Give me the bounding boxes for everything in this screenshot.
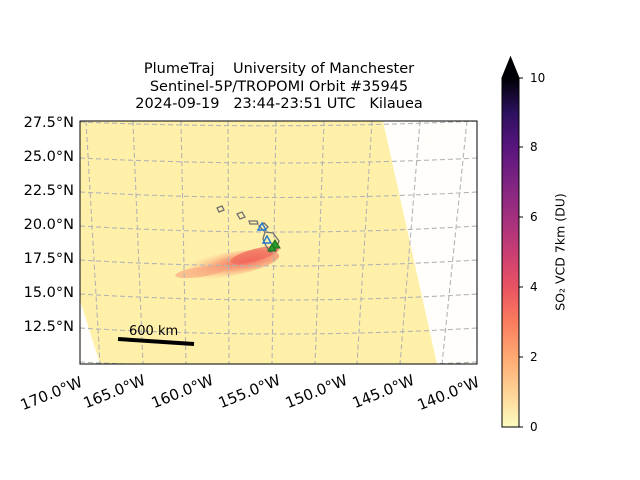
scale-bar-label: 600 km bbox=[129, 324, 179, 339]
colorbar-tick-marks bbox=[519, 77, 523, 428]
so2-plume-core bbox=[230, 246, 280, 264]
colorbar-tick-label: 4 bbox=[530, 280, 538, 294]
lat-label: 20.0°N bbox=[23, 217, 74, 233]
colorbar-frame bbox=[501, 55, 520, 428]
lat-label: 27.5°N bbox=[23, 115, 74, 131]
triangle-icon bbox=[256, 221, 268, 231]
colorbar-tick-label: 6 bbox=[530, 210, 538, 224]
map-title-line2: Sentinel-5P/TROPOMI Orbit #35945 bbox=[149, 79, 409, 95]
triangle-icon bbox=[267, 242, 277, 252]
swath-speckle bbox=[80, 121, 437, 364]
colorbar-extend-arrow bbox=[502, 57, 519, 78]
map-title-line3: 2024-09-19 23:44-23:51 UTC Kilauea bbox=[135, 96, 423, 112]
graticule bbox=[80, 121, 477, 364]
colorbar-tick-label: 2 bbox=[530, 350, 538, 364]
scale-bar bbox=[117, 337, 195, 346]
lat-label: 25.0°N bbox=[23, 149, 74, 165]
lat-label: 12.5°N bbox=[23, 319, 74, 335]
lat-label: 22.5°N bbox=[23, 183, 74, 199]
island-oahu bbox=[236, 211, 246, 220]
colorbar-label: SO₂ VCD 7km (DU) bbox=[552, 193, 568, 311]
colorbar-tick-label: 8 bbox=[530, 140, 538, 154]
map-title-line1: PlumeTraj University of Manchester bbox=[143, 61, 415, 77]
colorbar-bar bbox=[502, 78, 519, 427]
island-molokai bbox=[248, 220, 259, 225]
volcano-markers bbox=[256, 221, 281, 252]
colorbar-tick-label: 0 bbox=[530, 420, 538, 434]
lat-label: 15.0°N bbox=[23, 285, 74, 301]
map-frame bbox=[79, 120, 478, 365]
colorbar-tick-label: 10 bbox=[530, 71, 546, 85]
so2-plume-tail bbox=[175, 265, 225, 279]
island-kauai bbox=[216, 205, 225, 213]
lat-label: 17.5°N bbox=[23, 251, 74, 267]
triangle-icon bbox=[261, 234, 273, 244]
